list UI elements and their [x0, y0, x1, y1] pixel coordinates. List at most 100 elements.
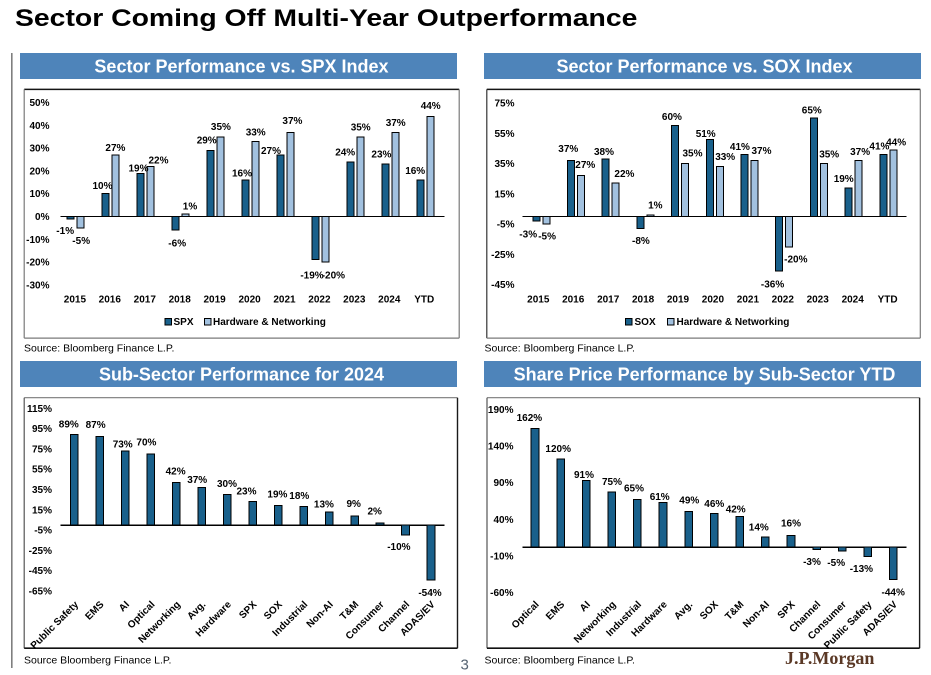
svg-text:16%: 16% [405, 166, 425, 177]
svg-text:2024: 2024 [378, 295, 401, 306]
svg-text:49%: 49% [679, 496, 699, 507]
svg-text:61%: 61% [650, 492, 670, 503]
svg-text:33%: 33% [246, 128, 266, 139]
svg-text:2020: 2020 [238, 295, 261, 306]
svg-text:91%: 91% [574, 470, 594, 481]
svg-text:60%: 60% [662, 112, 682, 123]
svg-text:35%: 35% [682, 149, 702, 160]
svg-text:YTD: YTD [878, 295, 898, 306]
svg-text:37%: 37% [282, 116, 302, 127]
svg-text:30%: 30% [217, 479, 237, 490]
svg-text:Source: Bloomberg Finance L.P.: Source: Bloomberg Finance L.P. [24, 343, 174, 355]
svg-text:-3%: -3% [519, 229, 537, 240]
svg-text:41%: 41% [869, 141, 889, 152]
svg-text:2023: 2023 [807, 295, 830, 306]
svg-text:35%: 35% [211, 122, 231, 133]
svg-text:42%: 42% [166, 466, 186, 477]
svg-text:40%: 40% [493, 515, 513, 526]
svg-text:73%: 73% [113, 440, 133, 451]
svg-text:-20%: -20% [26, 258, 49, 269]
svg-text:-10%: -10% [26, 235, 49, 246]
svg-text:90%: 90% [493, 478, 513, 489]
svg-text:120%: 120% [545, 444, 571, 455]
svg-text:22%: 22% [614, 169, 634, 180]
svg-text:Hardware & Networking: Hardware & Networking [677, 317, 790, 328]
svg-text:37%: 37% [558, 144, 578, 155]
svg-text:140%: 140% [488, 442, 514, 453]
svg-text:95%: 95% [32, 424, 52, 435]
svg-text:35%: 35% [351, 123, 371, 134]
svg-text:15%: 15% [32, 505, 52, 516]
svg-text:2015: 2015 [64, 295, 87, 306]
svg-text:2016: 2016 [99, 295, 122, 306]
svg-text:37%: 37% [187, 475, 207, 486]
svg-text:35%: 35% [32, 485, 52, 496]
svg-text:15%: 15% [494, 189, 514, 200]
svg-text:162%: 162% [517, 413, 543, 424]
svg-text:51%: 51% [696, 129, 716, 140]
svg-text:1%: 1% [183, 202, 198, 213]
svg-text:-5%: -5% [497, 220, 515, 231]
svg-text:2022: 2022 [772, 295, 795, 306]
svg-text:13%: 13% [314, 499, 334, 510]
svg-text:Sector Performance vs. SOX Ind: Sector Performance vs. SOX Index [556, 57, 852, 77]
svg-text:2019: 2019 [667, 295, 690, 306]
svg-text:27%: 27% [575, 160, 595, 171]
svg-text:2022: 2022 [308, 295, 331, 306]
svg-text:38%: 38% [594, 147, 614, 158]
svg-text:Sector Performance vs. SPX Ind: Sector Performance vs. SPX Index [94, 57, 388, 77]
svg-text:55%: 55% [494, 129, 514, 140]
svg-text:190%: 190% [488, 405, 514, 416]
svg-text:Hardware & Networking: Hardware & Networking [213, 317, 326, 328]
svg-text:-65%: -65% [29, 587, 52, 598]
svg-text:27%: 27% [105, 143, 125, 154]
svg-text:3: 3 [461, 657, 469, 674]
svg-text:75%: 75% [494, 99, 514, 110]
svg-text:-25%: -25% [491, 250, 514, 261]
svg-text:65%: 65% [802, 106, 822, 117]
svg-text:16%: 16% [232, 169, 252, 180]
svg-text:2019: 2019 [203, 295, 226, 306]
svg-text:44%: 44% [886, 138, 906, 149]
svg-text:-5%: -5% [34, 526, 52, 537]
svg-text:30%: 30% [29, 144, 49, 155]
svg-text:2017: 2017 [134, 295, 157, 306]
svg-text:19%: 19% [128, 163, 148, 174]
svg-text:Source: Bloomberg Finance L.P.: Source: Bloomberg Finance L.P. [485, 343, 635, 355]
svg-text:-5%: -5% [827, 558, 845, 569]
svg-text:35%: 35% [494, 159, 514, 170]
svg-text:-36%: -36% [761, 279, 784, 290]
svg-text:-45%: -45% [491, 280, 514, 291]
svg-text:44%: 44% [421, 101, 441, 112]
svg-text:37%: 37% [850, 147, 870, 158]
svg-text:42%: 42% [726, 505, 746, 516]
svg-text:2023: 2023 [343, 295, 366, 306]
svg-text:2024: 2024 [842, 295, 865, 306]
svg-text:70%: 70% [136, 438, 156, 449]
svg-text:18%: 18% [289, 491, 309, 502]
svg-text:-5%: -5% [538, 231, 556, 242]
svg-text:2015: 2015 [527, 295, 550, 306]
svg-text:37%: 37% [751, 146, 771, 157]
svg-text:-3%: -3% [803, 557, 821, 568]
svg-text:27%: 27% [261, 146, 281, 157]
svg-text:2021: 2021 [273, 295, 296, 306]
svg-text:0%: 0% [35, 212, 50, 223]
svg-text:Source Bloomberg Finance L.P.: Source Bloomberg Finance L.P. [24, 655, 171, 667]
svg-text:-5%: -5% [72, 236, 90, 247]
svg-text:-54%: -54% [418, 588, 441, 599]
svg-text:19%: 19% [267, 490, 287, 501]
svg-text:-8%: -8% [632, 236, 650, 247]
svg-text:-20%: -20% [784, 255, 807, 266]
svg-text:1%: 1% [648, 200, 663, 211]
svg-text:33%: 33% [715, 152, 735, 163]
svg-text:22%: 22% [148, 155, 168, 166]
svg-text:10%: 10% [92, 181, 112, 192]
svg-text:41%: 41% [730, 142, 750, 153]
svg-text:-44%: -44% [882, 587, 905, 598]
svg-text:-30%: -30% [26, 280, 49, 291]
svg-text:46%: 46% [704, 499, 724, 510]
svg-text:2020: 2020 [702, 295, 725, 306]
svg-text:-10%: -10% [490, 552, 513, 563]
svg-text:14%: 14% [749, 522, 769, 533]
